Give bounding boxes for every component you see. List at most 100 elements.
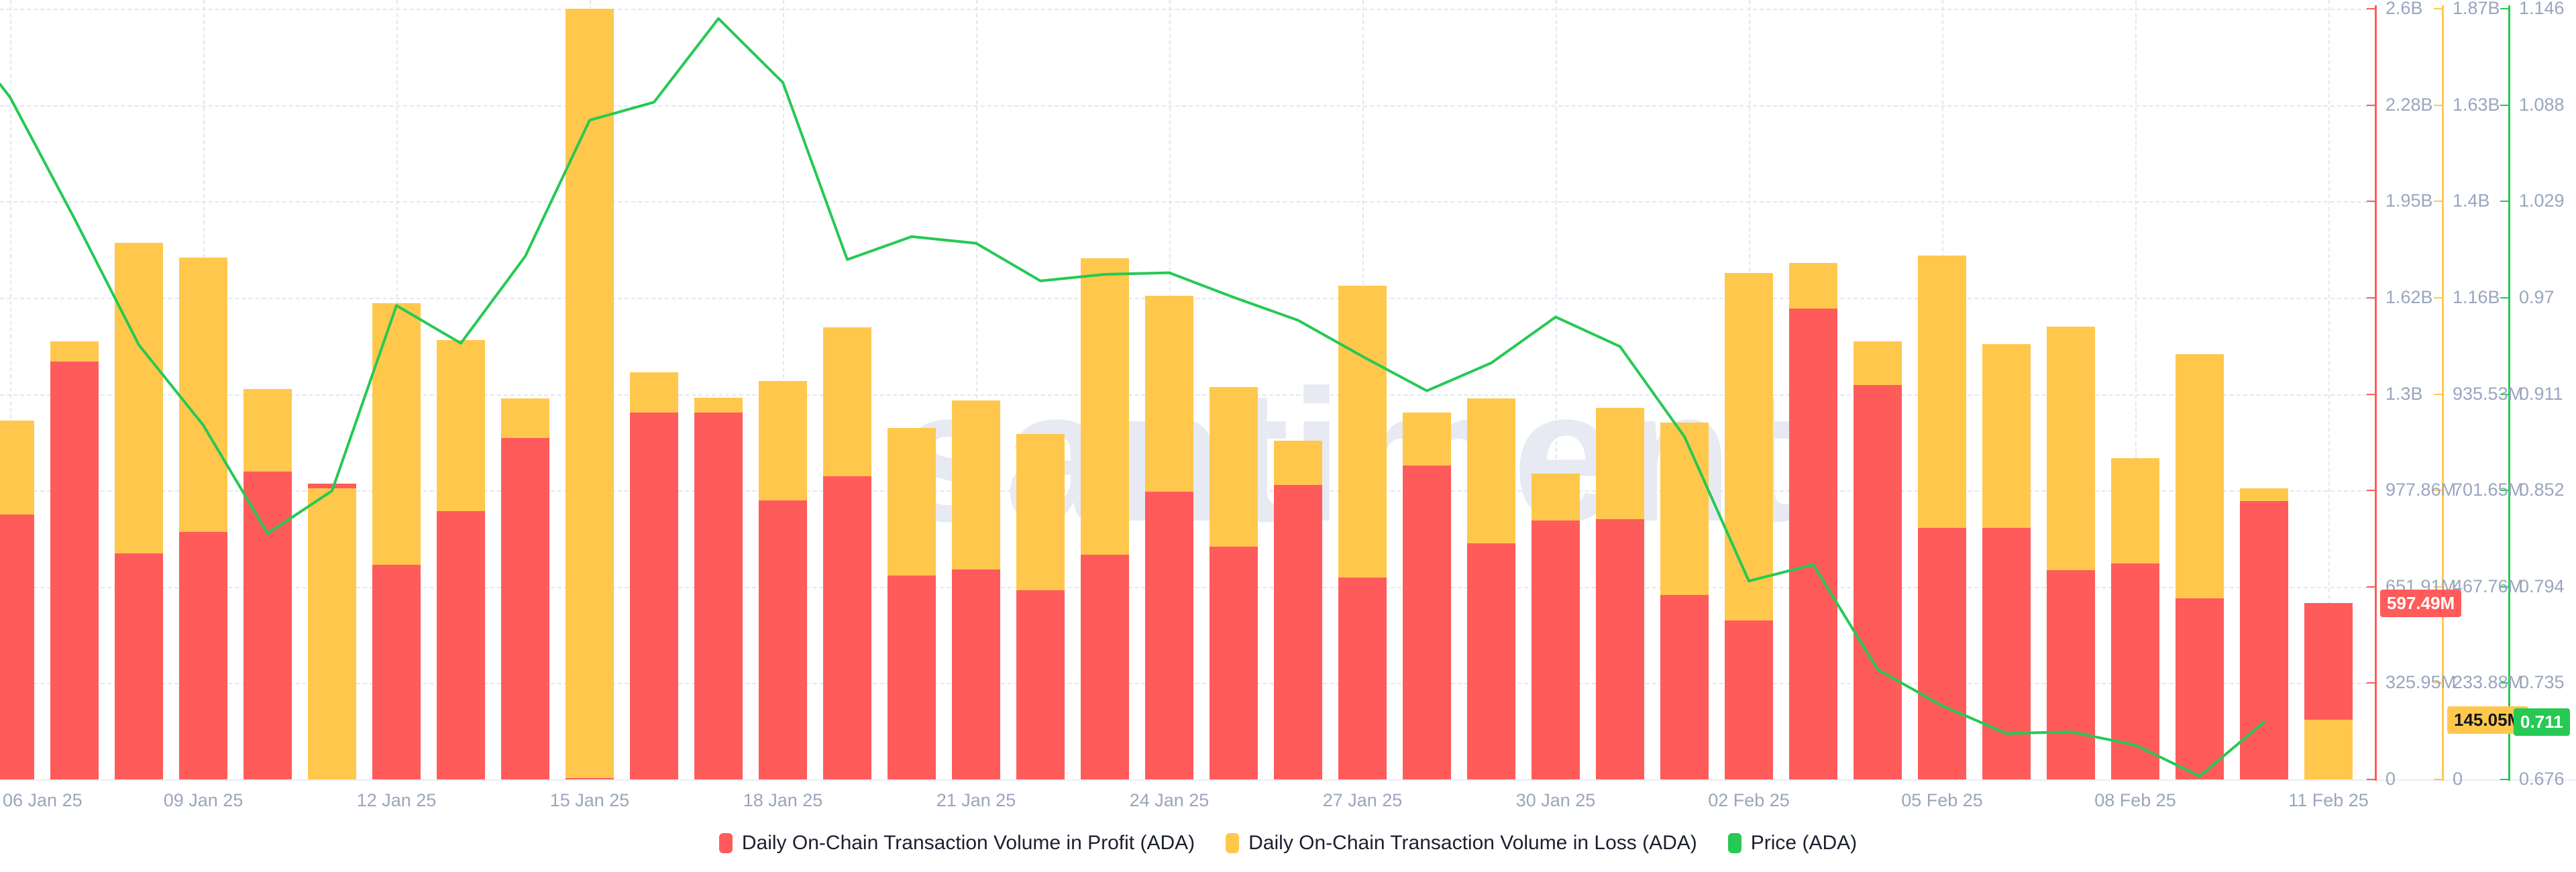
profit-volume-bar[interactable] (501, 438, 549, 779)
green-axis-tick-label: 0.794 (2519, 576, 2565, 596)
legend-label: Daily On-Chain Transaction Volume in Los… (1248, 832, 1697, 854)
profit-volume-bar[interactable] (888, 576, 936, 779)
price-line[interactable] (0, 0, 2375, 782)
green-axis-line (2508, 5, 2510, 781)
loss-volume-bar[interactable] (566, 9, 614, 779)
loss-volume-bar[interactable] (308, 488, 356, 779)
green-axis-tick (2500, 490, 2508, 492)
profit-volume-bar[interactable] (0, 514, 34, 779)
profit-volume-bar[interactable] (1854, 385, 1902, 779)
yellow-axis-tick (2434, 586, 2442, 588)
profit-volume-bar[interactable] (2176, 598, 2224, 779)
profit-volume-bar[interactable] (1789, 309, 1837, 779)
legend-item-profit[interactable]: Daily On-Chain Transaction Volume in Pro… (718, 832, 1195, 855)
yellow-axis-tick-label: 233.88M (2453, 672, 2524, 693)
red-axis-line (2375, 5, 2377, 781)
x-axis-baseline (0, 779, 2576, 781)
green-axis-tick-label: 1.029 (2519, 190, 2565, 211)
red-axis-tick-label: 1.3B (2385, 383, 2423, 404)
legend-item-loss[interactable]: Daily On-Chain Transaction Volume in Los… (1226, 832, 1697, 855)
yellow-axis-line (2442, 5, 2444, 781)
profit-volume-bar[interactable] (1725, 620, 1773, 779)
yellow-axis-tick-label: 0 (2453, 769, 2463, 789)
x-axis-date-label: 06 Jan 25 (3, 790, 83, 810)
green-axis-tick (2500, 296, 2508, 298)
profit-volume-bar[interactable] (372, 565, 421, 779)
profit-volume-bar[interactable] (630, 413, 678, 779)
yellow-axis-tick (2434, 104, 2442, 106)
plot-area[interactable] (0, 0, 2375, 782)
yellow-axis-tick (2434, 393, 2442, 395)
red-axis-tick-label: 1.95B (2385, 190, 2433, 211)
legend-swatch-icon (718, 833, 733, 853)
profit-volume-bar[interactable] (50, 362, 99, 779)
x-axis-date-label: 15 Jan 25 (549, 790, 630, 810)
red-axis-tick (2367, 779, 2375, 780)
profit-volume-bar[interactable] (1274, 485, 1322, 779)
profit-volume-bar[interactable] (759, 500, 807, 779)
loss-volume-bar[interactable] (2304, 720, 2353, 779)
legend-swatch-icon (1226, 833, 1240, 853)
vertical-gridline (10, 0, 11, 779)
red-axis-tick-label: 2.28B (2385, 94, 2433, 115)
red-axis-tick-label: 977.86M (2385, 480, 2457, 500)
x-axis-date-label: 18 Jan 25 (743, 790, 823, 810)
red-axis-tick (2367, 104, 2375, 106)
green-axis-tick-label: 0.97 (2519, 286, 2555, 307)
yellow-axis-tick (2434, 779, 2442, 780)
red-axis-tick-label: 1.62B (2385, 286, 2433, 307)
legend: Daily On-Chain Transaction Volume in Pro… (0, 832, 2576, 855)
legend-swatch-icon (1727, 833, 1741, 853)
green-axis-tick (2500, 393, 2508, 395)
profit-volume-bar[interactable] (2047, 570, 2095, 779)
profit-volume-bar[interactable] (1467, 543, 1515, 779)
profit-volume-bar[interactable] (1532, 521, 1580, 779)
profit-volume-bar[interactable] (115, 553, 163, 779)
x-axis-date-label: 30 Jan 25 (1515, 790, 1596, 810)
yellow-axis-tick-label: 1.87B (2453, 0, 2500, 18)
profit-volume-bar[interactable] (2240, 501, 2288, 779)
profit-volume-bar[interactable] (437, 511, 485, 779)
profit-volume-bar[interactable] (1982, 528, 2031, 779)
yellow-axis-tick-label: 701.65M (2453, 480, 2524, 500)
yellow-axis-tick (2434, 682, 2442, 684)
green-axis-tick (2500, 104, 2508, 106)
yellow-axis-tick (2434, 490, 2442, 492)
vertical-gridline (976, 0, 977, 779)
vertical-gridline (1556, 0, 1557, 779)
profit-volume-bar[interactable] (1081, 555, 1129, 779)
red-axis-tick (2367, 296, 2375, 298)
legend-label: Price (ADA) (1750, 832, 1858, 854)
profit-volume-bar[interactable] (1918, 528, 1966, 779)
horizontal-gridline (0, 9, 2375, 10)
yellow-axis-tick-label: 1.63B (2453, 94, 2500, 115)
x-axis-date-label: 09 Jan 25 (163, 790, 244, 810)
x-axis-date-label: 12 Jan 25 (356, 790, 437, 810)
profit-volume-bar[interactable] (1338, 578, 1387, 779)
price-current-badge: 0.711 (2514, 708, 2570, 737)
green-axis-tick (2500, 586, 2508, 588)
profit-volume-bar[interactable] (1403, 466, 1451, 779)
profit-volume-bar[interactable] (566, 778, 614, 779)
horizontal-gridline (0, 105, 2375, 107)
profit-volume-bar[interactable] (1660, 595, 1709, 779)
green-axis-tick (2500, 779, 2508, 780)
profit-volume-bar[interactable] (823, 476, 871, 779)
profit-volume-bar[interactable] (179, 532, 227, 779)
green-axis-tick-label: 0.911 (2519, 383, 2563, 404)
profit-volume-bar[interactable] (1210, 547, 1258, 779)
red-axis-tick (2367, 201, 2375, 203)
legend-item-price[interactable]: Price (ADA) (1727, 832, 1858, 855)
red-axis-tick (2367, 586, 2375, 588)
profit-volume-bar[interactable] (2111, 563, 2159, 779)
profit-volume-bar[interactable] (694, 413, 743, 779)
profit-volume-bar[interactable] (1596, 519, 1644, 779)
green-axis-tick-label: 0.852 (2519, 480, 2565, 500)
profit-current-badge: 597.49M (2380, 589, 2462, 617)
profit-volume-bar[interactable] (1145, 492, 1193, 779)
red-axis-tick (2367, 393, 2375, 395)
profit-volume-bar[interactable] (952, 569, 1000, 779)
green-axis-tick-label: 1.088 (2519, 94, 2565, 115)
profit-volume-bar[interactable] (1016, 590, 1065, 779)
yellow-axis-tick (2434, 8, 2442, 9)
